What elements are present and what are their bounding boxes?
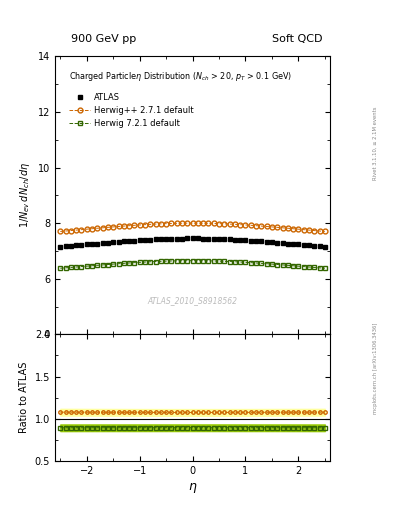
ATLAS [238,237,242,243]
ATLAS [116,239,121,245]
Herwig++ 2.7.1 default [137,222,142,228]
ATLAS [254,238,259,244]
Text: ATLAS_2010_S8918562: ATLAS_2010_S8918562 [147,296,238,306]
Herwig 7.2.1 default [137,259,142,265]
Herwig++ 2.7.1 default [143,222,147,228]
Herwig 7.2.1 default [116,261,121,267]
Herwig++ 2.7.1 default [254,223,259,229]
Text: Charged Particle$\eta$ Distribution ($N_{ch}$ > 20, $p_T$ > 0.1 GeV): Charged Particle$\eta$ Distribution ($N_… [69,70,292,83]
X-axis label: $\eta$: $\eta$ [188,481,197,495]
ATLAS [323,244,327,250]
Herwig 7.2.1 default [143,259,147,265]
Herwig++ 2.7.1 default [317,228,322,234]
ATLAS [317,243,322,249]
Text: mcplots.cern.ch [arXiv:1306.3436]: mcplots.cern.ch [arXiv:1306.3436] [373,323,378,414]
Line: Herwig 7.2.1 default: Herwig 7.2.1 default [58,258,327,271]
Herwig++ 2.7.1 default [238,222,242,228]
Herwig 7.2.1 default [190,258,195,264]
Text: Soft QCD: Soft QCD [272,33,322,44]
Herwig 7.2.1 default [323,265,327,271]
Line: ATLAS: ATLAS [58,236,327,249]
Y-axis label: $1/N_{ev}\,dN_{ch}/d\eta$: $1/N_{ev}\,dN_{ch}/d\eta$ [18,162,32,228]
Herwig++ 2.7.1 default [58,228,62,234]
Herwig++ 2.7.1 default [116,223,121,229]
Herwig 7.2.1 default [254,260,259,266]
Herwig 7.2.1 default [317,265,322,271]
Line: Herwig++ 2.7.1 default: Herwig++ 2.7.1 default [58,221,327,234]
ATLAS [143,237,147,243]
ATLAS [137,237,142,243]
Herwig 7.2.1 default [238,259,242,265]
ATLAS [190,236,195,242]
Text: Rivet 3.1.10, ≥ 2.1M events: Rivet 3.1.10, ≥ 2.1M events [373,106,378,180]
Y-axis label: Ratio to ATLAS: Ratio to ATLAS [19,362,29,433]
ATLAS [58,244,62,250]
Text: 900 GeV pp: 900 GeV pp [71,33,136,44]
Herwig++ 2.7.1 default [190,220,195,226]
Herwig++ 2.7.1 default [323,228,327,234]
Herwig 7.2.1 default [58,265,62,271]
Legend: ATLAS, Herwig++ 2.7.1 default, Herwig 7.2.1 default: ATLAS, Herwig++ 2.7.1 default, Herwig 7.… [66,90,196,132]
